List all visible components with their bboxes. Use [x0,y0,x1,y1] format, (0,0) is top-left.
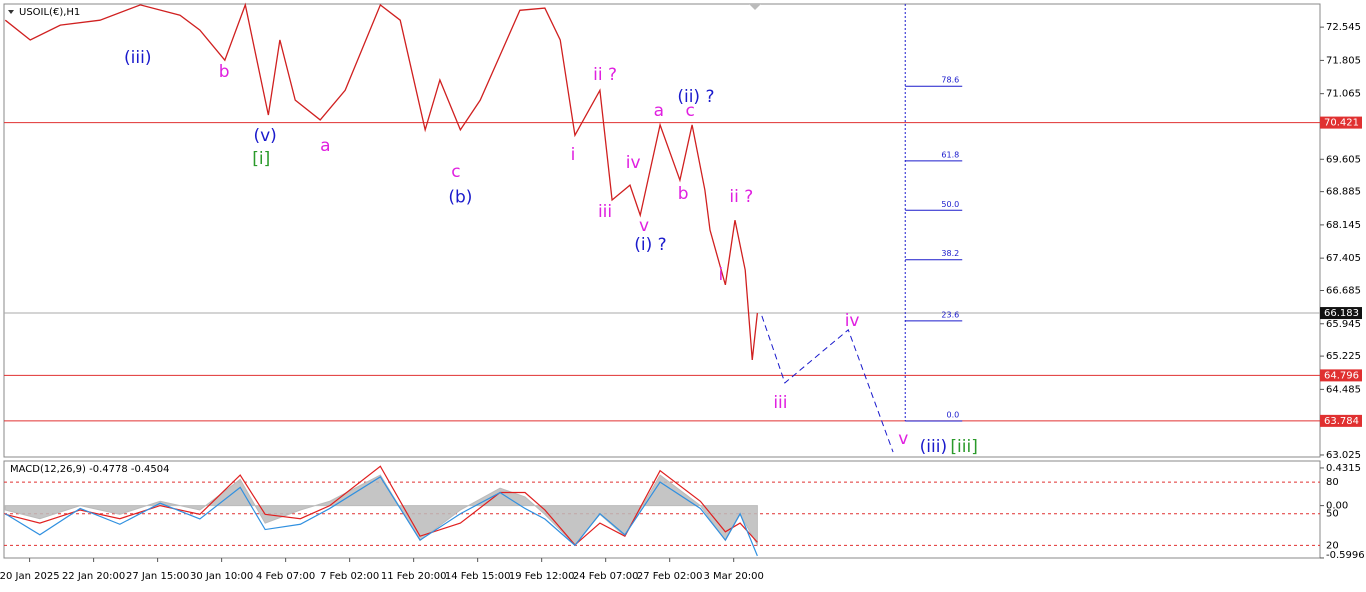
wave-label: iv [845,311,860,331]
wave-label: i [571,145,576,165]
y-tick-label: 71.065 [1326,89,1361,100]
level-label: 63.784 [1324,416,1359,427]
wave-label: b [678,184,689,204]
x-tick-label: 20 Jan 2025 [0,571,60,582]
y-tick-label: 68.885 [1326,187,1361,198]
shift-marker [749,4,761,10]
chart-title: USOIL(€),H1 [19,7,80,18]
y-tick-label: 67.405 [1326,253,1361,264]
wave-label: b [219,62,230,82]
y2-tick-label: 20 [1326,540,1339,551]
y-tick-label: 68.145 [1326,220,1361,231]
wave-label: [iii] [950,437,977,457]
macd-line [4,475,758,557]
wave-label: (v) [253,126,276,146]
y-tick-label: 65.225 [1326,351,1361,362]
x-tick-label: 7 Feb 02:00 [320,571,379,582]
wave-label: (iii) [920,437,947,457]
wave-label: (i) ? [634,235,666,255]
wave-label: v [639,216,649,236]
macd-line [5,465,758,546]
fib-label: 78.6 [941,76,959,85]
wave-label: iv [626,153,641,173]
level-tag [1320,414,1362,427]
macd-panel [3,460,1321,559]
wave-label: c [451,162,460,182]
x-tick-label: 19 Feb 12:00 [509,571,575,582]
x-tick-label: 14 Feb 15:00 [445,571,511,582]
wave-label: ii ? [729,187,753,207]
y-tick-label: 64.485 [1326,384,1361,395]
price-line [4,2,759,360]
wave-label: iii [598,202,612,222]
macd-title: MACD(12,26,9) -0.4778 -0.4504 [10,464,170,475]
y-tick-label: 69.605 [1326,154,1361,165]
y-tick-label: 66.685 [1326,285,1361,296]
x-tick-label: 24 Feb 07:00 [573,571,639,582]
level-tag [1320,307,1362,320]
wave-label: (b) [448,188,472,208]
x-tick-label: 11 Feb 20:00 [381,571,447,582]
y-tick-label: 72.545 [1326,22,1361,33]
wave-projection [761,315,894,453]
x-tick-label: 27 Jan 15:00 [126,571,189,582]
y2-tick-label: 80 [1326,477,1339,488]
fib-label: 50.0 [941,200,959,209]
y-tick-label: 0.00 [1326,501,1348,512]
level-label: 70.421 [1324,118,1359,129]
wave-label: (iii) [124,48,151,68]
menu-arrow[interactable] [8,10,14,14]
x-tick-label: 30 Jan 10:00 [190,571,253,582]
fib-label: 61.8 [941,150,959,159]
wave-label: ii ? [593,65,617,85]
level-label: 64.796 [1324,370,1359,381]
x-tick-label: 27 Feb 02:00 [637,571,703,582]
wave-label: v [898,429,908,449]
y-tick-label: -0.5996 [1326,550,1365,561]
x-tick-label: 4 Feb 07:00 [256,571,315,582]
wave-label: c [685,101,694,121]
x-tick-label: 22 Jan 20:00 [62,571,125,582]
y-tick-label: 71.805 [1326,55,1361,66]
wave-label: a [654,101,664,121]
wave-label: [i] [252,149,270,169]
level-tag [1320,369,1362,382]
y-tick-label: 0.4315 [1326,463,1361,474]
level-tag [1320,116,1362,129]
wave-label: i [719,265,724,285]
fib-label: 23.6 [941,310,959,319]
wave-label: a [320,136,330,156]
fib-label: 38.2 [941,249,959,258]
price-panel [3,3,1321,458]
y-tick-label: 65.945 [1326,319,1361,330]
x-tick-label: 3 Mar 20:00 [703,571,763,582]
wave-label: (ii) ? [677,87,714,107]
wave-label: iii [773,393,787,413]
level-label: 66.183 [1324,308,1359,319]
fib-label: 0.0 [946,411,959,420]
y2-tick-label: 50 [1326,509,1339,520]
y-tick-label: 63.025 [1326,450,1361,461]
